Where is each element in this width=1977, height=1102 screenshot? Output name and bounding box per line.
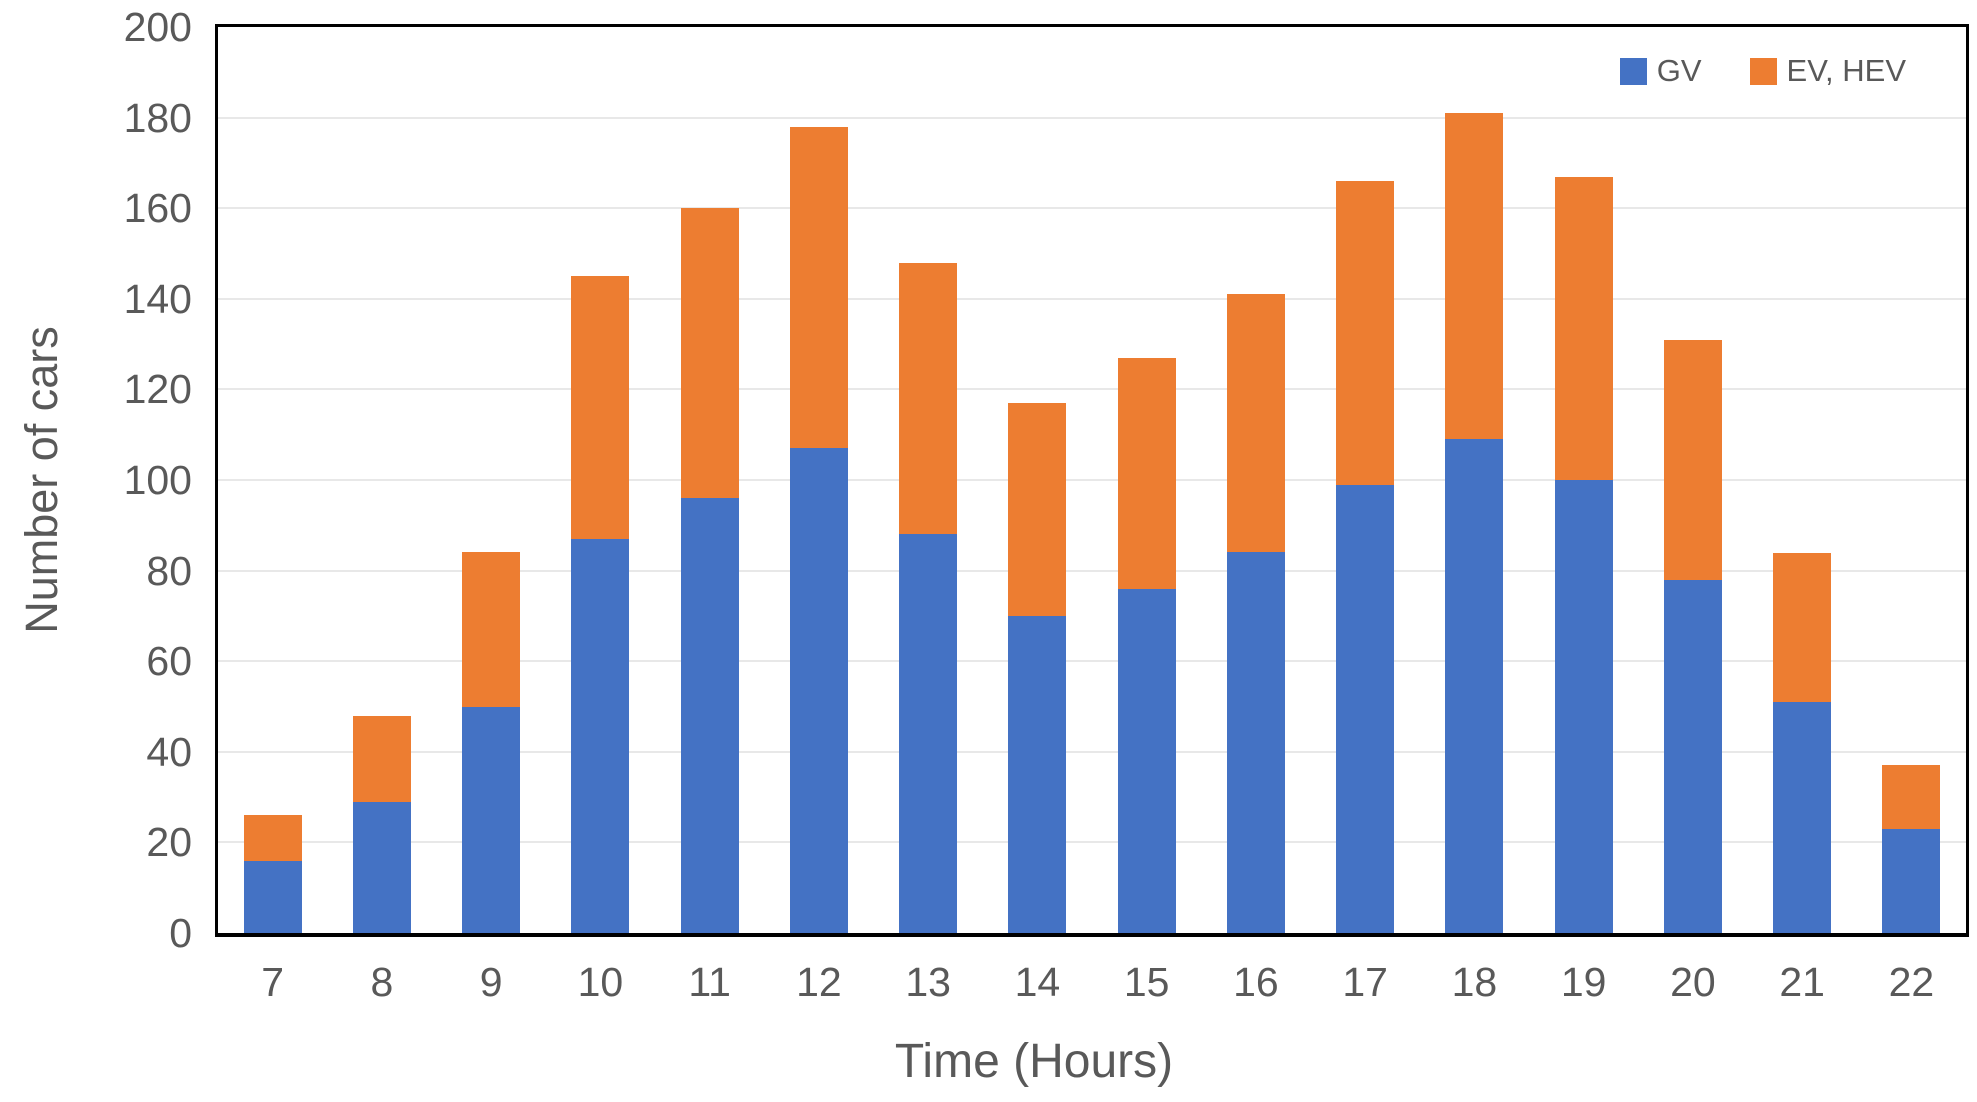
- x-tick-label-7: 7: [261, 959, 285, 1005]
- legend-swatch-icon: [1619, 57, 1647, 85]
- bar-7-ev-hev: [243, 815, 302, 861]
- bar-13-ev-hev: [899, 262, 958, 535]
- bar-20-ev-hev: [1663, 339, 1722, 580]
- bar-14-gv: [1008, 615, 1067, 933]
- y-tick-label-0: 0: [169, 910, 192, 956]
- gridline-y60: [218, 660, 1966, 663]
- bar-19-gv: [1554, 480, 1613, 933]
- bar-16-ev-hev: [1226, 294, 1285, 553]
- y-tick-label-80: 80: [146, 547, 192, 594]
- legend-item-gv: GV: [1619, 53, 1702, 89]
- bar-13-gv: [899, 534, 958, 933]
- x-tick-label-18: 18: [1451, 959, 1498, 1005]
- y-tick-label-180: 180: [123, 94, 192, 141]
- y-tick-label-160: 160: [123, 185, 192, 232]
- x-axis-title: Time (Hours): [894, 1035, 1174, 1088]
- y-tick-label-140: 140: [123, 275, 192, 322]
- x-tick-label-20: 20: [1670, 959, 1716, 1005]
- y-tick-label-120: 120: [123, 366, 192, 413]
- gridline-y20: [218, 841, 1966, 844]
- legend-label: GV: [1656, 53, 1702, 88]
- x-tick-label-15: 15: [1123, 959, 1170, 1005]
- y-tick-label-60: 60: [146, 638, 192, 685]
- x-tick-label-21: 21: [1779, 959, 1825, 1005]
- bar-16-gv: [1226, 552, 1285, 933]
- legend-item-ev-hev: EV, HEV: [1749, 53, 1906, 89]
- gridline-y180: [218, 116, 1966, 119]
- gridline-y140: [218, 297, 1966, 300]
- bar-10-ev-hev: [571, 276, 630, 539]
- x-tick-label-8: 8: [370, 959, 394, 1005]
- bar-9-gv: [462, 706, 521, 933]
- bar-15-ev-hev: [1117, 357, 1176, 589]
- x-tick-label-13: 13: [905, 959, 951, 1005]
- gridline-y100: [218, 479, 1966, 481]
- bar-11-ev-hev: [680, 208, 739, 499]
- bar-21-ev-hev: [1773, 552, 1832, 702]
- x-tick-label-16: 16: [1233, 959, 1279, 1005]
- gridline-y120: [218, 388, 1966, 391]
- bar-22-gv: [1882, 828, 1941, 933]
- gridline-y40: [218, 750, 1966, 753]
- y-tick-label-200: 200: [123, 4, 192, 50]
- bar-21-gv: [1773, 701, 1832, 933]
- x-tick-label-17: 17: [1342, 959, 1388, 1005]
- bar-17-gv: [1336, 484, 1395, 933]
- bar-20-gv: [1663, 579, 1722, 933]
- bar-10-gv: [571, 538, 630, 933]
- y-tick-label-100: 100: [123, 457, 192, 503]
- x-tick-label-10: 10: [577, 959, 624, 1005]
- x-tick-label-19: 19: [1560, 959, 1607, 1005]
- y-tick-label-40: 40: [146, 728, 192, 775]
- bar-12-gv: [789, 448, 848, 933]
- gridline-y80: [218, 569, 1966, 572]
- x-tick-label-9: 9: [479, 959, 503, 1005]
- legend: GV EV, HEV: [1619, 53, 1906, 89]
- bar-22-ev-hev: [1882, 765, 1941, 829]
- bar-18-gv: [1445, 439, 1504, 933]
- y-tick-label-20: 20: [146, 819, 192, 866]
- plot-area: GV EV, HEV: [215, 24, 1969, 937]
- bar-12-ev-hev: [789, 126, 848, 449]
- x-tick-label-11: 11: [688, 959, 731, 1005]
- bar-7-gv: [243, 860, 302, 933]
- x-tick-label-12: 12: [796, 959, 842, 1005]
- bar-18-ev-hev: [1445, 113, 1504, 440]
- x-tick-label-14: 14: [1014, 959, 1061, 1005]
- legend-label: EV, HEV: [1786, 53, 1906, 88]
- bar-14-ev-hev: [1008, 403, 1067, 616]
- gridline-y160: [218, 207, 1966, 210]
- bar-15-gv: [1117, 588, 1176, 933]
- bar-19-ev-hev: [1554, 176, 1613, 480]
- bar-11-gv: [680, 498, 739, 933]
- bar-17-ev-hev: [1336, 181, 1395, 485]
- bar-8-ev-hev: [352, 715, 411, 802]
- legend-swatch-icon: [1749, 57, 1777, 85]
- bar-8-gv: [352, 801, 411, 933]
- bar-9-ev-hev: [462, 552, 521, 707]
- x-tick-label-22: 22: [1888, 959, 1935, 1005]
